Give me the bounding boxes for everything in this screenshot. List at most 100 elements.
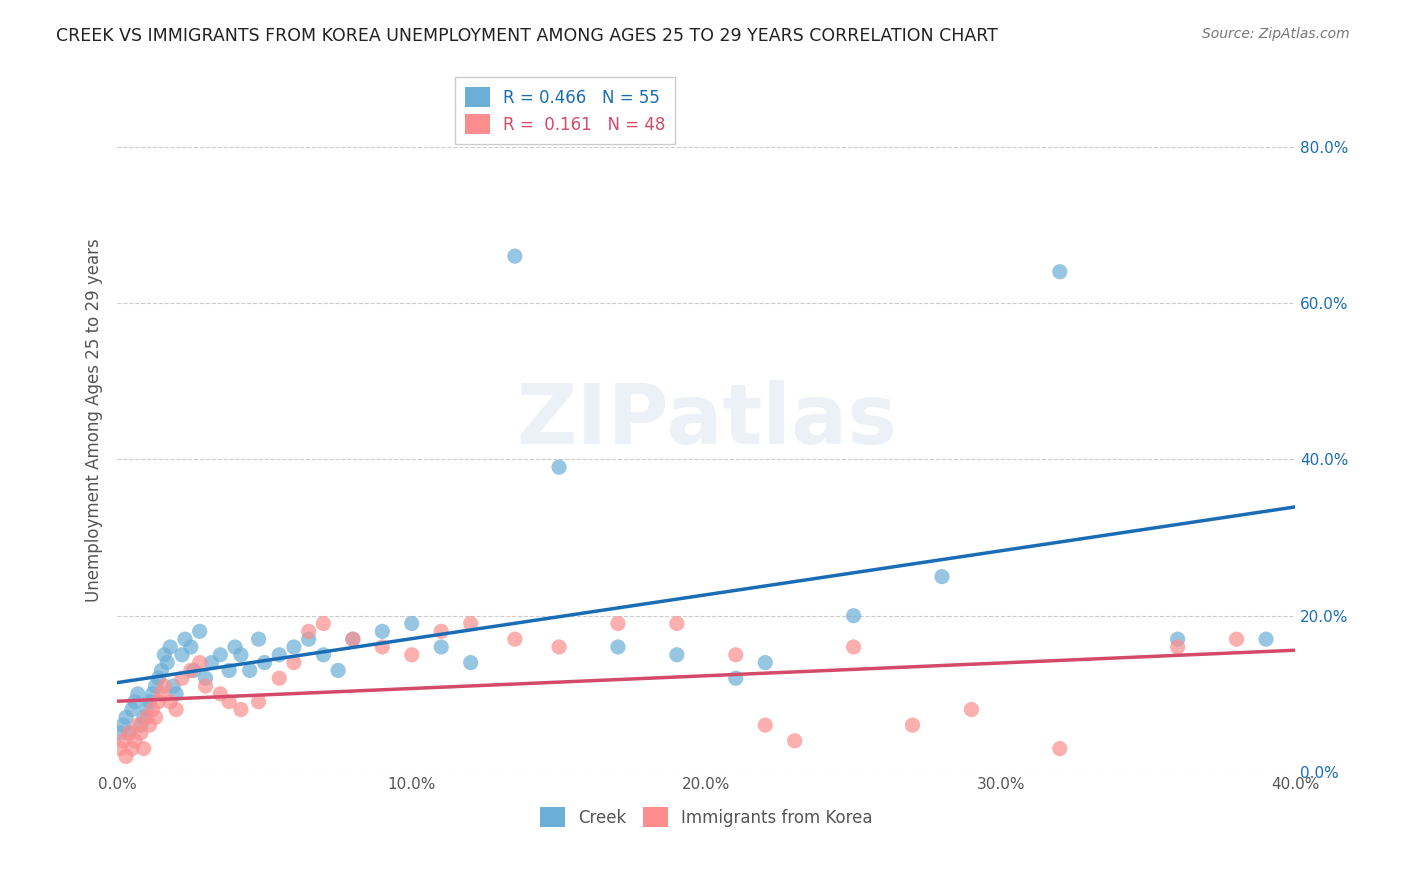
Point bbox=[138, 718, 160, 732]
Point bbox=[159, 695, 181, 709]
Point bbox=[960, 702, 983, 716]
Point bbox=[174, 632, 197, 647]
Text: CREEK VS IMMIGRANTS FROM KOREA UNEMPLOYMENT AMONG AGES 25 TO 29 YEARS CORRELATIO: CREEK VS IMMIGRANTS FROM KOREA UNEMPLOYM… bbox=[56, 27, 998, 45]
Point bbox=[371, 624, 394, 639]
Point bbox=[194, 679, 217, 693]
Point bbox=[118, 726, 141, 740]
Text: ZIPatlas: ZIPatlas bbox=[516, 380, 897, 461]
Legend: Creek, Immigrants from Korea: Creek, Immigrants from Korea bbox=[533, 800, 880, 834]
Point bbox=[170, 648, 193, 662]
Point bbox=[754, 718, 776, 732]
Point bbox=[1167, 640, 1189, 654]
Point bbox=[1049, 741, 1071, 756]
Point bbox=[326, 664, 349, 678]
Point bbox=[118, 726, 141, 740]
Point bbox=[156, 656, 179, 670]
Point bbox=[754, 656, 776, 670]
Point bbox=[141, 702, 163, 716]
Point bbox=[298, 624, 321, 639]
Point bbox=[1049, 265, 1071, 279]
Point bbox=[548, 640, 571, 654]
Point bbox=[724, 648, 747, 662]
Point bbox=[188, 656, 211, 670]
Point bbox=[218, 695, 240, 709]
Point bbox=[108, 726, 131, 740]
Point bbox=[150, 664, 173, 678]
Point bbox=[1254, 632, 1277, 647]
Point bbox=[183, 664, 205, 678]
Point bbox=[141, 687, 163, 701]
Point bbox=[124, 695, 146, 709]
Point bbox=[115, 710, 138, 724]
Point bbox=[283, 640, 305, 654]
Point bbox=[1167, 632, 1189, 647]
Point bbox=[371, 640, 394, 654]
Point bbox=[229, 702, 252, 716]
Point bbox=[145, 710, 167, 724]
Point bbox=[135, 710, 157, 724]
Point bbox=[460, 616, 482, 631]
Point bbox=[115, 749, 138, 764]
Point bbox=[312, 616, 335, 631]
Y-axis label: Unemployment Among Ages 25 to 29 years: Unemployment Among Ages 25 to 29 years bbox=[86, 238, 103, 602]
Point bbox=[269, 671, 291, 685]
Point bbox=[132, 710, 155, 724]
Point bbox=[229, 648, 252, 662]
Point bbox=[503, 249, 526, 263]
Point bbox=[180, 640, 202, 654]
Point bbox=[148, 671, 170, 685]
Point bbox=[1225, 632, 1247, 647]
Point bbox=[194, 671, 217, 685]
Point bbox=[209, 687, 232, 701]
Point bbox=[124, 733, 146, 747]
Point bbox=[842, 640, 865, 654]
Point bbox=[607, 640, 630, 654]
Point bbox=[121, 741, 143, 756]
Point bbox=[224, 640, 246, 654]
Point bbox=[135, 702, 157, 716]
Point bbox=[342, 632, 364, 647]
Point bbox=[253, 656, 276, 670]
Point bbox=[112, 733, 135, 747]
Point bbox=[342, 632, 364, 647]
Point bbox=[150, 687, 173, 701]
Point bbox=[269, 648, 291, 662]
Point bbox=[218, 664, 240, 678]
Point bbox=[180, 664, 202, 678]
Point bbox=[153, 648, 176, 662]
Point bbox=[724, 671, 747, 685]
Point bbox=[200, 656, 222, 670]
Point bbox=[842, 608, 865, 623]
Point bbox=[901, 718, 924, 732]
Point bbox=[145, 679, 167, 693]
Point bbox=[165, 702, 187, 716]
Point bbox=[283, 656, 305, 670]
Point bbox=[783, 733, 806, 747]
Point bbox=[129, 718, 152, 732]
Point bbox=[165, 687, 187, 701]
Point bbox=[312, 648, 335, 662]
Point bbox=[121, 702, 143, 716]
Point bbox=[460, 656, 482, 670]
Point bbox=[401, 616, 423, 631]
Point bbox=[148, 695, 170, 709]
Text: Source: ZipAtlas.com: Source: ZipAtlas.com bbox=[1202, 27, 1350, 41]
Point bbox=[153, 679, 176, 693]
Point bbox=[503, 632, 526, 647]
Point bbox=[548, 460, 571, 475]
Point bbox=[138, 695, 160, 709]
Point bbox=[665, 648, 688, 662]
Point bbox=[159, 640, 181, 654]
Point bbox=[298, 632, 321, 647]
Point bbox=[430, 624, 453, 639]
Point bbox=[127, 687, 149, 701]
Point bbox=[247, 695, 270, 709]
Point bbox=[188, 624, 211, 639]
Point bbox=[108, 741, 131, 756]
Point bbox=[129, 726, 152, 740]
Point bbox=[401, 648, 423, 662]
Point bbox=[430, 640, 453, 654]
Point bbox=[665, 616, 688, 631]
Point bbox=[127, 718, 149, 732]
Point bbox=[239, 664, 262, 678]
